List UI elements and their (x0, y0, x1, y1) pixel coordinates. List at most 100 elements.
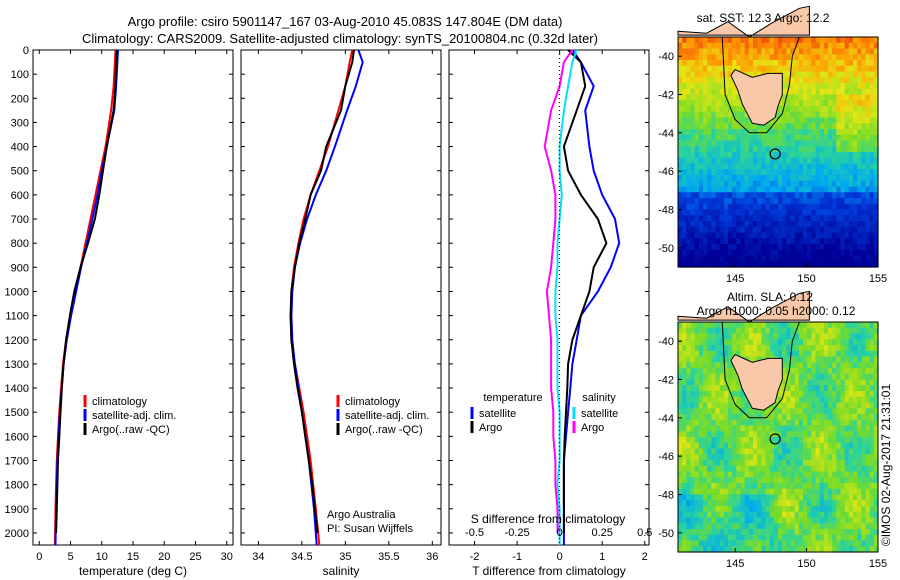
map-cell (753, 494, 758, 501)
map-cell (786, 221, 792, 228)
map-cell (861, 534, 867, 542)
map-cell (811, 546, 817, 553)
map-cell (698, 460, 704, 467)
map-cell (778, 511, 783, 519)
map-cell (703, 60, 708, 67)
map-cell (815, 54, 821, 61)
map-cell (719, 192, 725, 199)
map-cell (857, 238, 862, 245)
map-cell (873, 396, 879, 404)
map-cell (732, 414, 737, 421)
map-cell (803, 255, 808, 262)
map-cell (765, 460, 771, 467)
map-cell (844, 350, 850, 358)
map-cell (757, 477, 762, 484)
map-cell (678, 226, 683, 234)
map-cell (790, 106, 796, 113)
map-cell (782, 396, 787, 404)
map-cell (719, 140, 725, 147)
map-cell (703, 169, 708, 176)
map-cell (811, 60, 817, 67)
map-cell (711, 448, 717, 455)
map-cell (694, 146, 700, 153)
map-cell (773, 448, 779, 455)
map-cell (757, 322, 762, 329)
map-cell (715, 506, 721, 513)
x-tick-label: 35 (339, 551, 351, 563)
map-cell (853, 339, 858, 346)
map-cell (873, 48, 879, 55)
map-cell (873, 83, 879, 90)
map-cell (690, 391, 696, 398)
map-cell (761, 180, 767, 188)
map-cell (853, 106, 858, 113)
map-cell (728, 123, 733, 130)
map-cell (761, 169, 767, 176)
map-cell (848, 129, 854, 136)
map-cell (778, 483, 783, 490)
map-cell (803, 345, 808, 352)
map-cell (682, 129, 687, 136)
map-cell (744, 221, 750, 228)
map-cell (815, 238, 821, 245)
map-cell (707, 454, 712, 461)
map-cell (748, 454, 754, 461)
map-cell (861, 140, 867, 147)
map-cell (786, 333, 792, 340)
map-cell (707, 261, 712, 268)
map-cell (707, 540, 712, 547)
map-cell (819, 465, 825, 473)
map-cell (844, 540, 850, 547)
map-cell (782, 454, 787, 461)
map-cell (686, 529, 692, 536)
map-cell (757, 488, 762, 496)
map-cell (732, 157, 737, 165)
map-cell (815, 77, 821, 84)
map-cell (748, 198, 754, 205)
map-cell (736, 408, 742, 415)
map-cell (773, 350, 779, 358)
map-cell (682, 523, 687, 530)
map-cell (698, 129, 704, 136)
map-cell (682, 123, 687, 130)
map-cell (853, 333, 858, 340)
map-cell (819, 163, 825, 170)
map-cell (832, 373, 837, 381)
map-cell (719, 146, 725, 153)
map-cell (861, 368, 867, 375)
map-cell (811, 414, 817, 421)
map-cell (773, 477, 779, 484)
map-cell (707, 238, 712, 245)
map-cell (732, 465, 737, 473)
y-tick-label: -40 (658, 51, 674, 63)
map-cell (715, 373, 721, 381)
map-cell (844, 198, 850, 205)
map-cell (736, 163, 742, 170)
map-cell (711, 163, 717, 170)
map-cell (723, 180, 729, 188)
map-cell (694, 345, 700, 352)
map-cell (807, 523, 812, 530)
map-cell (815, 100, 821, 107)
map-cell (840, 506, 846, 513)
map-cell (836, 54, 842, 61)
map-cell (807, 255, 812, 262)
map-cell (736, 192, 742, 199)
map-cell (678, 454, 683, 461)
map-cell (703, 111, 708, 119)
map-cell (757, 71, 762, 78)
map-cell (765, 175, 771, 182)
map-cell (690, 146, 696, 153)
map-cell (873, 65, 879, 73)
map-cell (698, 471, 704, 478)
map-cell (703, 152, 708, 159)
map-cell (782, 37, 787, 44)
map-cell (678, 100, 683, 107)
map-cell (840, 117, 846, 124)
map-cell (823, 437, 829, 444)
map-cell (819, 88, 825, 96)
map-cell (765, 226, 771, 234)
map-cell (757, 54, 762, 61)
x-axis-label: salinity (323, 564, 360, 578)
map-cell (703, 232, 708, 239)
